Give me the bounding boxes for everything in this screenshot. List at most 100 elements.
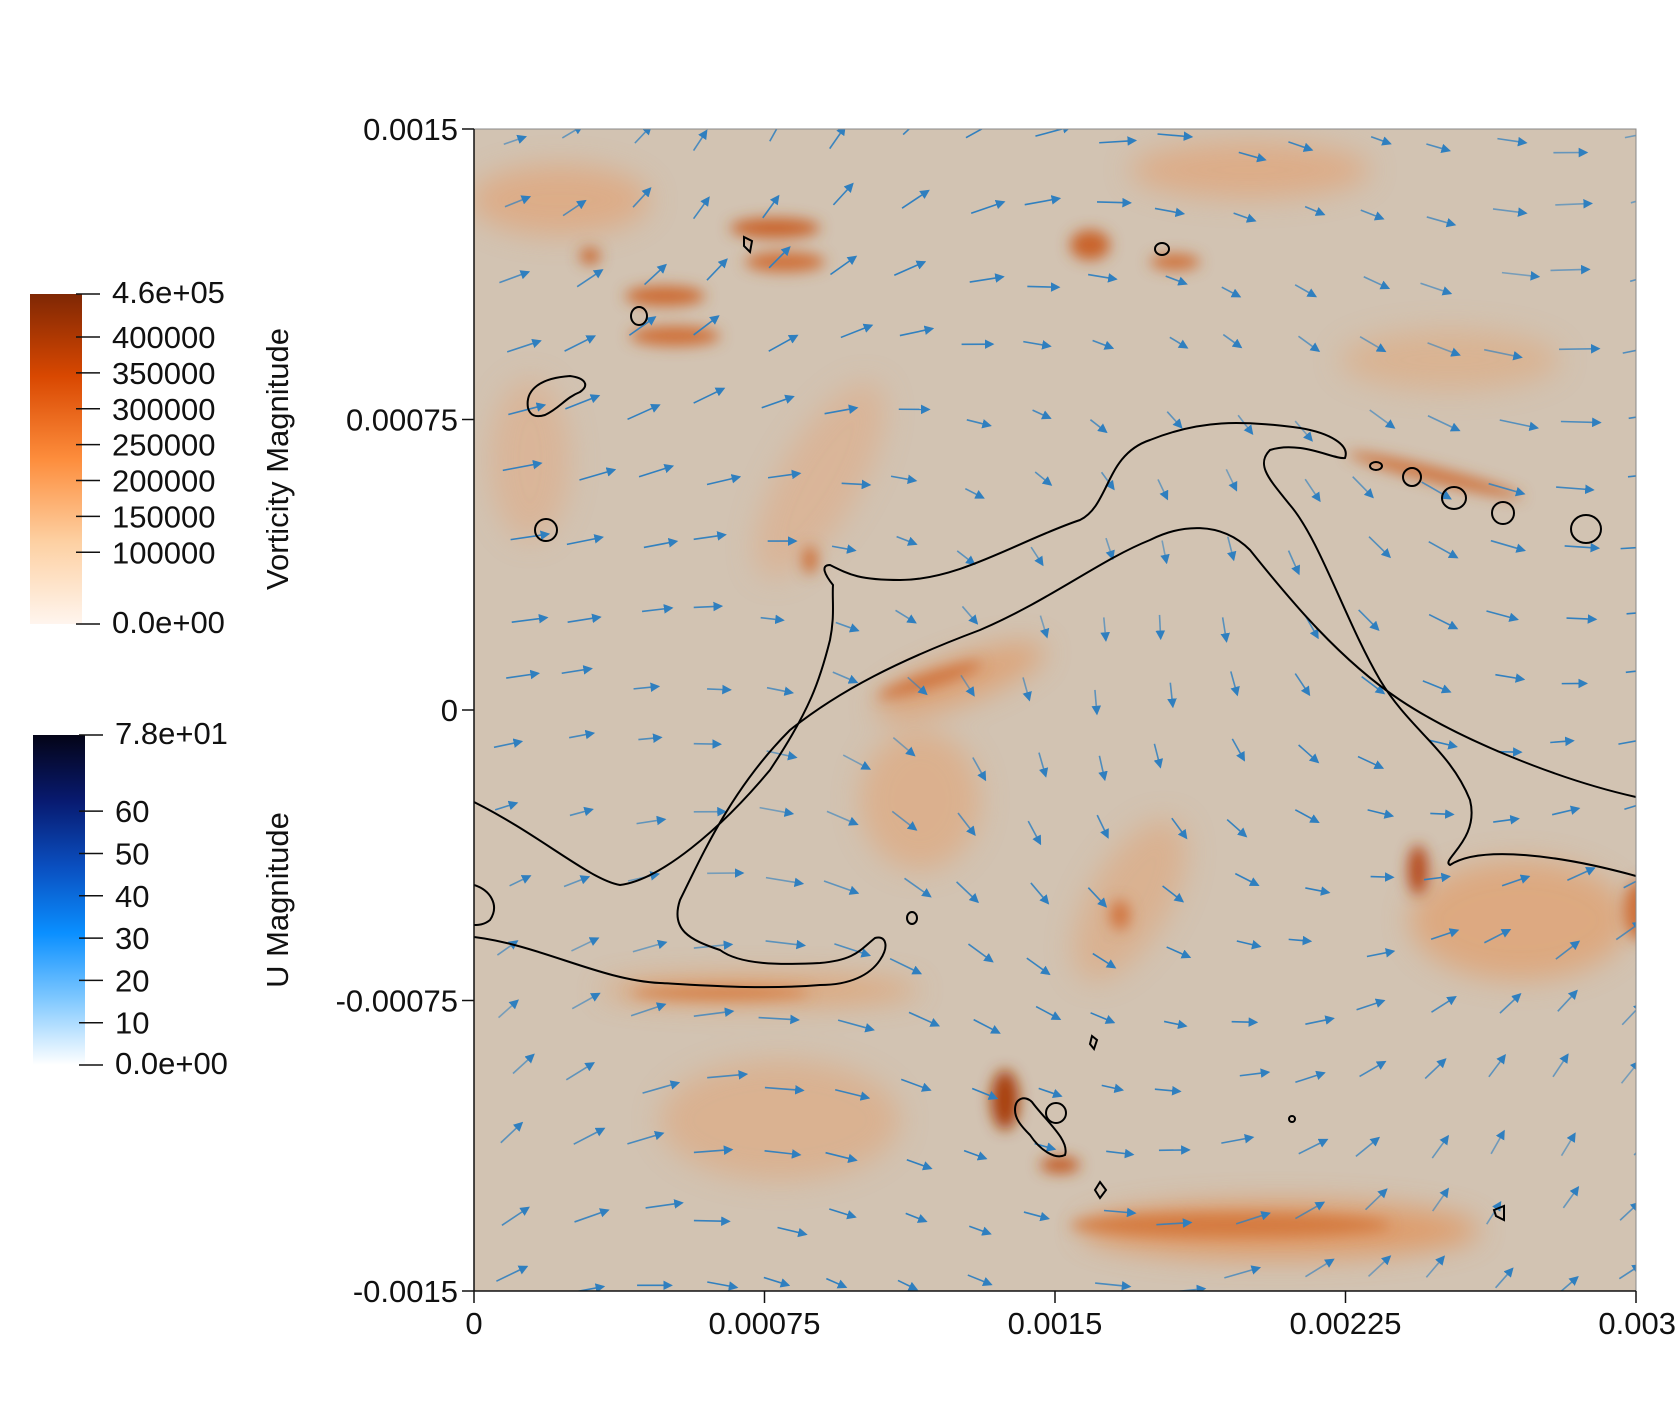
velocity-glyph [1169,336,1189,349]
velocity-glyph [1366,948,1396,958]
velocity-glyph [627,403,661,421]
velocity-glyph [969,1225,992,1236]
velocity-glyph [636,815,667,826]
velocity-glyph [506,338,542,353]
velocity-glyph [571,937,600,952]
interface-contour [474,235,1636,1222]
velocity-glyph [764,1085,805,1095]
colorbar-vorticity-bar [30,294,82,624]
velocity-glyph [1562,1185,1580,1209]
velocity-glyph [1089,419,1108,434]
velocity-glyph [767,469,802,480]
contour-bubble [1154,242,1170,256]
velocity-glyph [1368,536,1391,559]
velocity-glyph [1484,348,1523,361]
velocity-glyph [1091,689,1102,716]
velocity-glyph [1099,136,1138,146]
velocity-glyph [1221,286,1242,298]
velocity-glyph [891,810,918,831]
velocity-glyph [576,269,604,288]
velocity-glyph [1233,212,1257,223]
vorticity-patch [625,286,705,306]
velocity-glyph [563,875,591,888]
velocity-glyph [1567,866,1596,881]
velocity-glyph [693,387,726,404]
colorbar-vorticity-title: Vorticity Magnitude [260,328,295,590]
velocity-glyph [693,1145,734,1155]
vorticity-patch [630,326,720,346]
velocity-glyph [970,200,1006,214]
velocity-glyph [1501,271,1541,281]
velocity-glyph [1224,1265,1262,1279]
velocity-glyph [1618,736,1636,746]
contour-bubble [1369,461,1383,471]
velocity-glyph [758,1014,800,1025]
velocity-glyph [1238,151,1267,163]
velocity-glyph [509,875,532,887]
colorbar-tick-label: 200000 [112,464,215,499]
colorbar-tick-label: 300000 [112,392,215,427]
velocity-glyph [896,535,918,546]
velocity-glyph [504,195,532,208]
velocity-glyph [1026,957,1051,976]
velocity-glyph [1555,198,1593,209]
velocity-glyph [1160,540,1170,565]
vorticity-band [860,730,980,870]
velocity-glyph [956,881,979,904]
velocity-glyph [1098,755,1108,782]
velocity-glyph [893,260,927,276]
velocity-glyph [825,1151,858,1164]
y-tick-label: -0.0015 [353,1274,458,1309]
velocity-glyph [1096,197,1132,208]
velocity-glyph [1620,546,1636,550]
velocity-glyph [1355,1136,1381,1158]
y-tick-label: -0.00075 [336,984,458,1019]
velocity-glyph [1225,468,1238,492]
velocity-glyph [1155,614,1166,641]
velocity-glyph [1090,1012,1116,1024]
colorbar-tick-label: 30 [115,921,149,956]
vorticity-band [474,165,650,235]
velocity-glyph [829,129,846,150]
velocity-glyph [1622,349,1636,354]
colorbar-tick-label: 10 [115,1006,149,1041]
velocity-glyph [1492,207,1528,217]
velocity-glyph [1358,609,1380,631]
velocity-glyph [1171,817,1188,840]
velocity-glyph [1364,1188,1388,1211]
vorticity-patch [730,218,820,238]
velocity-glyph [824,404,859,415]
velocity-glyph [1420,282,1453,296]
velocity-glyph [498,999,519,1019]
contour-bubble [1288,1115,1296,1123]
velocity-glyph [1153,743,1164,769]
contour-bubble [1045,1102,1067,1124]
velocity-glyph [1369,409,1396,429]
velocity-glyph [706,258,728,281]
velocity-glyph [575,1283,606,1291]
velocity-glyph [1288,141,1314,152]
velocity-glyph [1154,207,1186,218]
velocity-glyph [561,129,584,139]
velocity-glyph [826,1277,848,1289]
vorticity-band [490,380,570,540]
colorbar-u-magnitude: 7.8e+01 0.0e+00 60 50 40 30 20 10 U Magnitude [33,716,295,1081]
velocity-glyph [1105,537,1115,561]
velocity-glyph [1493,814,1520,825]
velocity-glyph [1485,1200,1502,1225]
velocity-glyph [496,1265,529,1282]
velocity-glyph [573,1127,606,1145]
contour-bubble [1088,1034,1099,1052]
velocity-glyph [1295,1201,1326,1220]
velocity-glyph [1294,284,1318,298]
velocity-glyph [1559,343,1601,354]
velocity-glyph [1154,1085,1182,1096]
velocity-glyph [633,682,661,692]
velocity-glyph [1032,409,1052,420]
velocity-glyph [499,270,531,284]
vorticity-patch [1040,1157,1080,1173]
velocity-glyph [1424,1058,1447,1080]
velocity-glyph [762,194,780,219]
velocity-glyph [1023,340,1052,350]
velocity-glyph [1022,677,1032,702]
